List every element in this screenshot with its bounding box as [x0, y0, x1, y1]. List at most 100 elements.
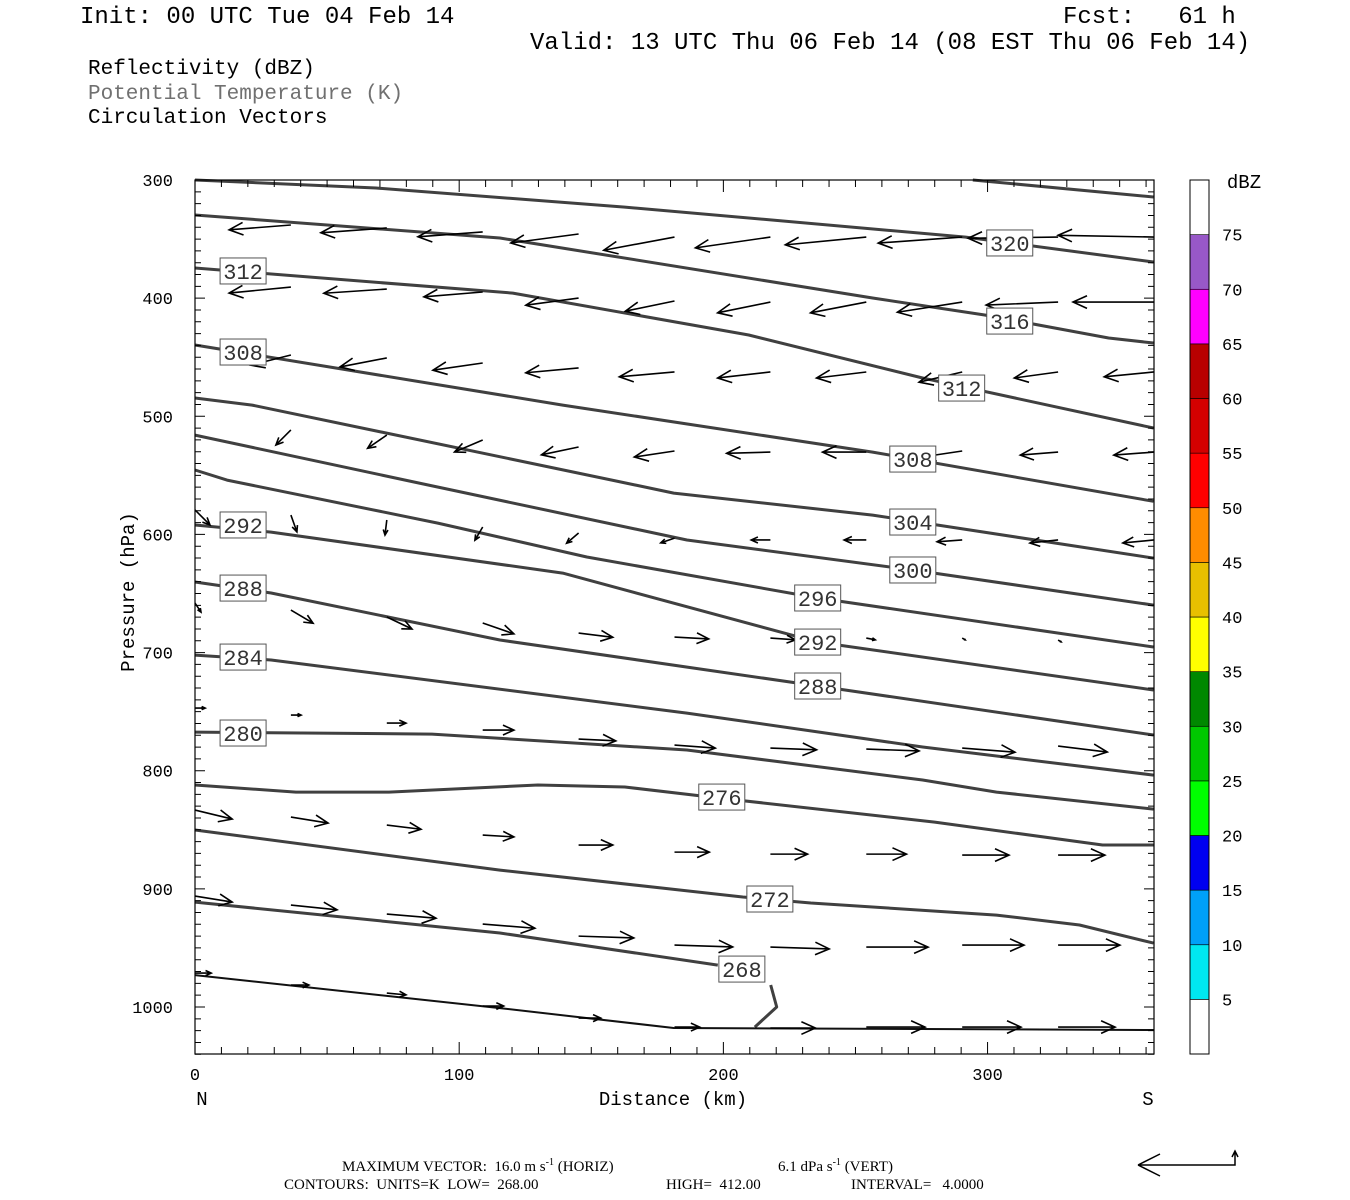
contour-label: 308	[223, 342, 263, 367]
reference-vector-arrow	[1137, 1149, 1239, 1177]
theta-contours	[194, 178, 1154, 1031]
circulation-vector	[1071, 295, 1154, 310]
circulation-vector	[658, 537, 675, 545]
theta-contour-296	[194, 468, 1154, 649]
circulation-vector	[866, 1020, 928, 1035]
y-tick-label: 600	[142, 527, 173, 546]
axes: 300 400 500 600 700 800 900 1000 0 100 200 300	[132, 173, 1155, 1086]
circulation-vectors	[194, 221, 1155, 1036]
max-vector-horiz-tag: (HORIZ)	[557, 1159, 614, 1175]
circulation-vector	[508, 233, 579, 249]
circulation-vector	[632, 448, 675, 462]
circulation-vector	[482, 830, 516, 842]
circulation-vector	[482, 622, 516, 636]
circulation-vector	[482, 1002, 506, 1011]
theta-contour-324	[972, 178, 1154, 199]
y-tick-label: 500	[142, 409, 173, 428]
colorbar-label: 75	[1222, 228, 1242, 247]
circulation-vector	[539, 445, 579, 459]
circulation-vector	[318, 224, 387, 239]
max-vector-vert-exp: -1	[832, 1157, 841, 1168]
colorbar-label: 20	[1222, 829, 1242, 848]
circulation-vector	[674, 845, 712, 859]
colorbar-label: 30	[1222, 719, 1242, 738]
circulation-vector	[194, 809, 235, 823]
circulation-vector	[842, 535, 867, 545]
circulation-vector	[578, 629, 615, 642]
y-tick-label: 700	[142, 646, 173, 665]
contour-label-box	[219, 643, 267, 671]
theta-contour-268	[194, 900, 719, 967]
contour-label-box	[938, 374, 986, 402]
y-axis-label: Pressure (hPa)	[118, 512, 140, 672]
field-title-vectors: Circulation Vectors	[88, 107, 328, 130]
contour-label: 288	[798, 676, 838, 701]
circulation-vector	[814, 369, 867, 384]
circulation-vector	[386, 821, 423, 834]
colorbar-label: 5	[1222, 992, 1232, 1011]
circulation-vector	[693, 236, 771, 253]
circulation-vector	[866, 847, 909, 862]
circulation-vector	[962, 848, 1011, 863]
theta-contour-268	[753, 984, 779, 1029]
circulation-vector	[415, 228, 483, 243]
colorbar-swatch	[1189, 999, 1210, 1055]
max-vector-vert: 6.1 dPa s	[778, 1159, 833, 1175]
contour-label: 320	[990, 233, 1030, 258]
circulation-vector	[194, 893, 235, 907]
circulation-vector	[523, 364, 579, 379]
contour-label-box	[698, 783, 746, 811]
circulation-vector	[227, 284, 291, 299]
colorbar-label: 70	[1222, 282, 1242, 301]
contour-label-box	[986, 229, 1034, 257]
circulation-vector	[623, 300, 675, 316]
contour-label: 268	[722, 959, 762, 984]
circulation-vector	[386, 990, 408, 999]
circulation-vector	[290, 609, 315, 625]
circulation-vector	[770, 847, 810, 861]
contour-label: 308	[893, 449, 933, 474]
colorbar: 5 10 15 20 25 30 35 40 45 50 55 60 65 70 75	[1189, 179, 1242, 1055]
circulation-vector	[1111, 447, 1155, 462]
max-vector-horiz-exp: -1	[545, 1157, 554, 1168]
circulation-vector	[1058, 848, 1107, 863]
colorbar-label: 50	[1222, 501, 1242, 520]
theta-contour-272	[194, 828, 1154, 945]
contour-high: HIGH= 412.00	[666, 1177, 761, 1193]
circulation-vector	[578, 733, 618, 747]
circulation-vector	[321, 285, 387, 300]
contour-label-box	[219, 257, 267, 285]
contour-label-box	[986, 307, 1034, 335]
colorbar-swatch	[1189, 452, 1210, 509]
circulation-vector	[290, 712, 304, 718]
circulation-vector	[935, 536, 963, 546]
x-tick-label: 200	[708, 1067, 739, 1086]
y-tick-label: 400	[142, 291, 173, 310]
colorbar-label: 10	[1222, 938, 1242, 957]
circulation-vector	[430, 361, 483, 376]
contour-label-box	[219, 338, 267, 366]
contour-label: 292	[798, 632, 838, 657]
valid-time: Valid: 13 UTC Thu 06 Feb 14 (08 EST Thu …	[530, 30, 1251, 57]
x-tick-label: 300	[972, 1067, 1003, 1086]
contour-label: 288	[223, 578, 263, 603]
contour-label-box	[794, 584, 842, 612]
circulation-vector	[770, 742, 819, 757]
circulation-vector	[1058, 938, 1122, 953]
circulation-vector	[473, 526, 484, 542]
y-tick-label: 900	[142, 882, 173, 901]
theta-contour-300	[194, 433, 1154, 607]
circulation-vector	[1027, 536, 1059, 548]
x-tick-label: 100	[444, 1067, 475, 1086]
circulation-vector	[1057, 639, 1063, 643]
circulation-vector	[1012, 369, 1059, 384]
circulation-vector	[866, 743, 922, 758]
contour-label: 284	[223, 647, 263, 672]
circulation-vector	[674, 632, 711, 645]
circulation-vector	[783, 236, 867, 251]
x-end-label-south: S	[1142, 1089, 1153, 1111]
circulation-vector	[674, 1022, 702, 1032]
field-title-theta: Potential Temperature (K)	[88, 83, 404, 106]
max-vector-label: MAXIMUM VECTOR:	[342, 1159, 487, 1175]
